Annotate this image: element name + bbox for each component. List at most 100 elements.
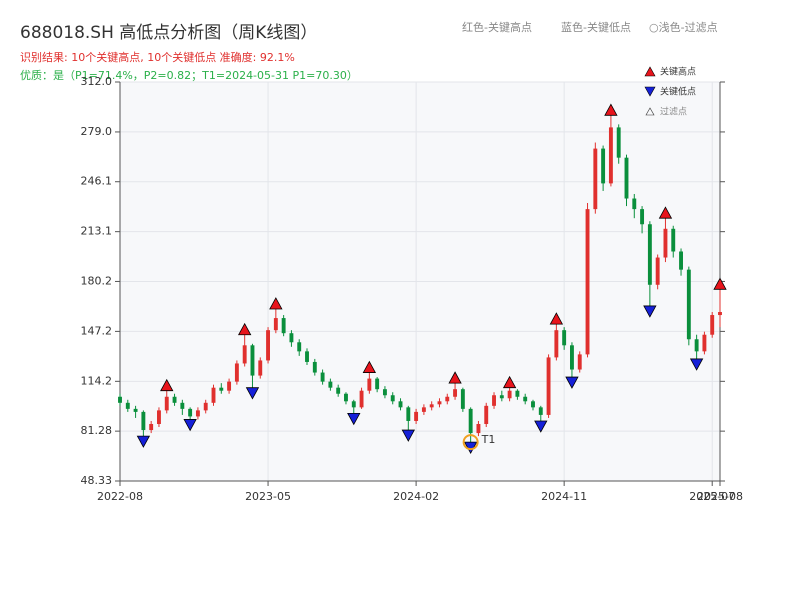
candle-body xyxy=(702,334,707,352)
candle-body xyxy=(297,342,302,352)
candle-body xyxy=(172,396,177,403)
key-high-marker xyxy=(269,297,283,310)
top-legend: ○浅色-过滤点 xyxy=(649,20,718,34)
candle-body xyxy=(499,395,504,399)
candle-body xyxy=(406,407,411,421)
candle-body xyxy=(125,402,130,409)
candle-body xyxy=(258,360,263,376)
candle-body xyxy=(359,390,364,408)
candle-body xyxy=(320,372,325,382)
candle-body xyxy=(219,387,224,391)
candle-body xyxy=(531,401,535,408)
legend-symbol xyxy=(644,66,656,77)
y-tick-label: 246.1 xyxy=(81,175,113,188)
top-legend: 蓝色-关键低点 xyxy=(561,20,631,34)
candle-body xyxy=(710,315,715,335)
candle-body xyxy=(632,198,637,210)
key-high-marker xyxy=(160,378,174,392)
candle-body xyxy=(507,390,512,399)
candle-body xyxy=(593,148,598,210)
key-low-marker xyxy=(689,358,704,371)
t1-label: T1 xyxy=(481,433,496,446)
candle-body xyxy=(476,423,481,434)
key-low-marker xyxy=(643,305,657,318)
y-tick-label: 312.0 xyxy=(81,75,113,88)
candle-body xyxy=(234,363,239,382)
key-high-marker xyxy=(238,322,252,336)
key-low-marker xyxy=(347,413,361,426)
legend-symbol xyxy=(645,107,655,116)
candle-body xyxy=(640,209,645,225)
candle-body xyxy=(344,393,348,402)
candle-body xyxy=(679,251,683,270)
legend: 关键高点 关键低点 过滤点 xyxy=(644,66,696,118)
candle-body xyxy=(671,228,676,252)
candle-body xyxy=(227,381,232,391)
candle-body xyxy=(398,401,403,408)
candle-body xyxy=(281,318,286,334)
key-low-marker xyxy=(565,376,579,389)
candle-body xyxy=(655,257,660,285)
candle-body xyxy=(195,410,200,417)
x-tick-label: 2024-02 xyxy=(393,490,439,503)
key-high-marker xyxy=(604,103,618,116)
legend-label: 关键高点 xyxy=(660,66,696,78)
candle-body xyxy=(562,330,567,346)
y-tick-label: 48.33 xyxy=(81,474,113,487)
candle-body xyxy=(118,396,122,403)
subtitle: 识别结果: 10个关键高点, 10个关键低点 准确度: 92.1% xyxy=(20,50,295,64)
candle-body xyxy=(289,333,294,343)
legend-symbol xyxy=(644,86,656,97)
candle-body xyxy=(242,345,247,364)
candle-body xyxy=(694,339,699,352)
key-high-marker xyxy=(502,375,517,389)
key-low-marker xyxy=(183,419,197,432)
key-low-marker xyxy=(245,387,260,400)
candle-body xyxy=(266,330,270,361)
candle-body xyxy=(312,361,317,373)
t1-marker xyxy=(462,434,479,451)
candle-body xyxy=(460,389,465,409)
candle-body xyxy=(538,407,543,415)
candle-body xyxy=(585,209,590,355)
candle-body xyxy=(484,405,489,424)
candle-body xyxy=(468,408,473,434)
key-high-marker xyxy=(658,206,673,219)
candle-body xyxy=(445,396,450,402)
candle-body xyxy=(429,404,434,408)
candle-body xyxy=(414,411,419,421)
candle-body xyxy=(523,396,528,402)
x-tick-label: 2025-07 xyxy=(689,490,735,503)
x-tick-label: 2023-05 xyxy=(245,490,291,503)
key-low-marker xyxy=(136,435,151,448)
candle-body xyxy=(437,401,442,405)
key-high-marker xyxy=(448,371,462,384)
candle-body xyxy=(492,395,496,406)
candle-body xyxy=(390,395,395,402)
candle-body xyxy=(250,345,255,376)
candle-body xyxy=(647,224,652,285)
candle-body xyxy=(305,351,309,362)
candle-body xyxy=(211,387,216,403)
candle-body xyxy=(336,387,341,394)
candle-body xyxy=(421,407,426,412)
key-high-marker xyxy=(549,312,564,325)
y-tick-label: 114.2 xyxy=(81,374,113,387)
candle-body xyxy=(149,423,154,431)
candle-body xyxy=(157,410,161,424)
candle-body xyxy=(141,411,146,431)
y-tick-label: 180.2 xyxy=(81,274,113,287)
candle-body xyxy=(686,269,691,340)
x-tick-label: 2022-08 xyxy=(97,490,143,503)
top-legend: 红色-关键高点 xyxy=(462,20,532,34)
candle-body xyxy=(718,312,722,316)
chart-title: 688018.SH 高低点分析图（周K线图） xyxy=(20,23,317,43)
candle-body xyxy=(367,378,372,391)
y-tick-label: 147.2 xyxy=(81,324,113,337)
candle-body xyxy=(164,396,169,411)
candle-body xyxy=(328,381,333,388)
legend-label: 过滤点 xyxy=(660,106,687,118)
quality: 优质：是（P1=71.4%，P2=0.82；T1=2024-05-31 P1=7… xyxy=(20,69,358,82)
candle-body xyxy=(273,318,278,331)
